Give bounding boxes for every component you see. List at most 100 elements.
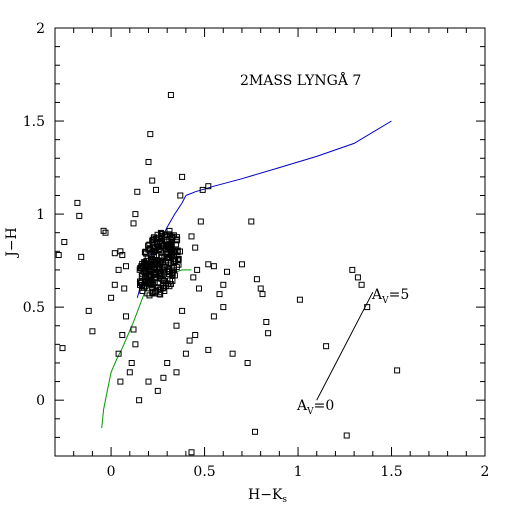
data-point <box>119 252 126 258</box>
x-tick-labels: 0 0.5 1 1.5 2 <box>107 464 490 480</box>
data-point <box>108 294 115 301</box>
data-point <box>145 159 152 165</box>
y-tick-label: 1.5 <box>23 114 45 130</box>
data-point <box>182 350 189 357</box>
data-point <box>55 252 62 258</box>
x-tick-label: 1 <box>294 464 303 480</box>
data-point <box>139 282 146 288</box>
data-point <box>171 247 178 254</box>
data-point <box>166 283 173 290</box>
x-tick-label: 0.5 <box>193 464 215 480</box>
data-point <box>157 247 164 254</box>
data-point <box>364 304 371 311</box>
data-point <box>210 263 217 270</box>
data-point <box>199 186 206 193</box>
data-point <box>157 275 164 282</box>
data-point <box>164 243 171 250</box>
data-point <box>147 256 154 263</box>
data-point <box>148 255 155 262</box>
data-point <box>296 296 303 303</box>
data-point <box>147 131 154 138</box>
annotation-av0-sub: V <box>306 407 314 417</box>
data-point <box>265 330 272 337</box>
data-point <box>149 177 156 184</box>
chart-title: 2MASS LYNGÅ 7 <box>240 71 361 89</box>
data-point <box>171 248 177 255</box>
data-point <box>257 285 264 292</box>
data-point <box>156 239 163 246</box>
data-point <box>100 227 107 234</box>
data-point <box>358 281 365 288</box>
data-point <box>115 266 122 273</box>
data-point <box>190 274 197 281</box>
data-point <box>152 257 159 264</box>
data-point <box>61 239 68 245</box>
data-point <box>323 343 330 350</box>
annotation-av5-letter: A <box>371 287 383 303</box>
data-point <box>220 304 227 311</box>
data-point <box>173 369 180 376</box>
data-point <box>188 449 195 456</box>
data-point <box>160 374 167 381</box>
data-point <box>134 188 141 195</box>
data-point <box>196 285 202 292</box>
data-point <box>119 332 126 338</box>
data-point <box>138 272 145 279</box>
x-axis-label-sub: s <box>282 495 287 505</box>
data-point <box>179 307 186 314</box>
data-point <box>224 268 230 275</box>
data-point <box>354 274 361 281</box>
data-point <box>123 313 129 320</box>
data-point <box>126 369 133 376</box>
x-tick-label: 2 <box>481 464 490 480</box>
data-point <box>166 227 173 234</box>
data-point <box>192 244 199 251</box>
data-point <box>205 261 212 268</box>
data-point <box>394 367 401 374</box>
data-point <box>151 279 158 286</box>
data-point <box>170 267 177 274</box>
series-line-0 <box>185 120 392 196</box>
plot-frame <box>54 27 486 457</box>
data-point <box>252 428 258 435</box>
annotation-av5: AV=5 <box>371 287 409 306</box>
data-point <box>248 218 255 225</box>
data-point <box>121 285 128 292</box>
data-point <box>153 186 159 193</box>
data-point <box>168 241 175 248</box>
data-point <box>259 291 266 298</box>
data-point <box>165 271 172 278</box>
data-point <box>143 250 150 257</box>
data-point <box>130 326 137 333</box>
y-tick-label: 1 <box>36 207 45 223</box>
data-point <box>167 277 173 284</box>
data-point <box>263 319 270 325</box>
data-point <box>194 266 201 273</box>
data-point <box>148 281 154 288</box>
data-point <box>163 251 170 258</box>
y-axis-label: J−H <box>4 227 20 259</box>
series-line-3 <box>316 291 374 401</box>
data-point <box>136 397 143 404</box>
data-point <box>210 313 217 320</box>
data-point <box>149 237 156 244</box>
data-point <box>168 242 175 249</box>
x-axis-label-main: H−K <box>248 487 283 503</box>
data-point <box>175 255 182 262</box>
annotation-av5-sub: V <box>381 296 389 306</box>
data-point <box>216 291 223 298</box>
data-point <box>188 233 195 240</box>
data-point <box>244 360 251 366</box>
data-point <box>142 274 148 280</box>
data-point <box>115 350 122 357</box>
data-point <box>343 432 350 439</box>
data-point <box>130 220 137 227</box>
data-point <box>74 199 81 206</box>
annotation-av5-rest: =5 <box>389 287 410 303</box>
data-point <box>138 265 145 272</box>
data-point <box>157 261 164 268</box>
axis-ticks <box>54 27 486 457</box>
data-point <box>253 276 260 283</box>
data-point <box>132 341 139 348</box>
